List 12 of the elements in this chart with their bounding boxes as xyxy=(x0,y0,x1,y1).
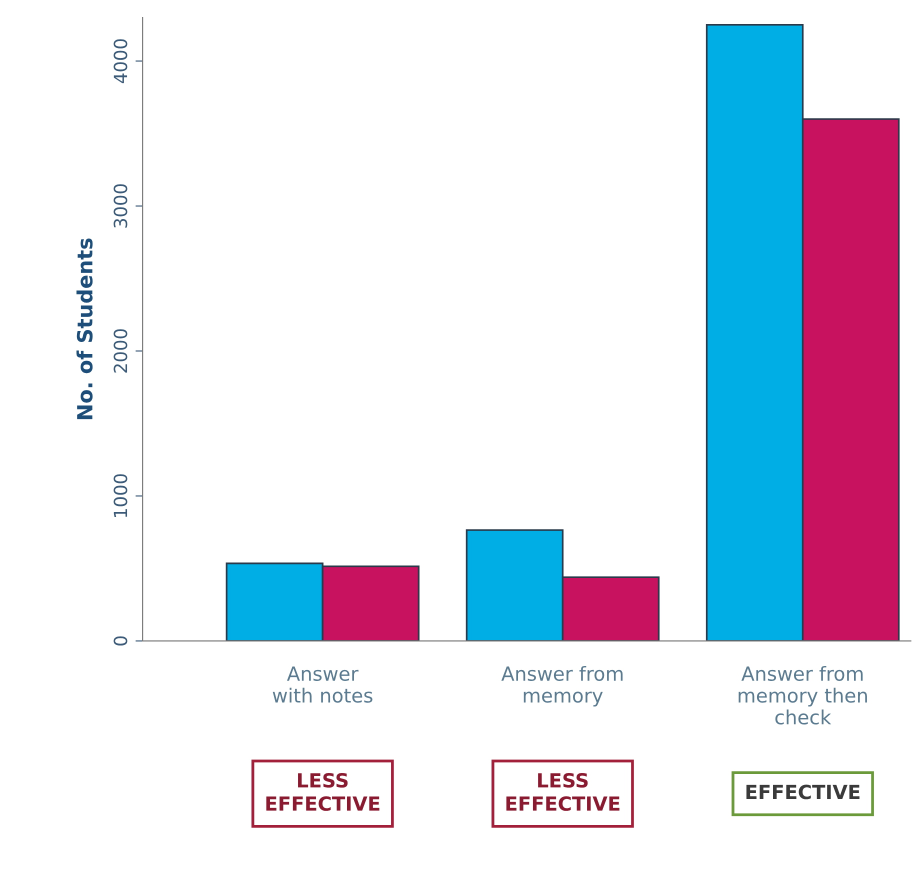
x-tick-label: Answer from memory then check xyxy=(738,666,867,725)
y-tick-label: 0 xyxy=(114,636,128,646)
y-tick-label: 4000 xyxy=(114,39,128,84)
y-tick-label: 3000 xyxy=(114,184,128,228)
text: LESS EFFECTIVE xyxy=(266,772,380,811)
y-tick-label: 1000 xyxy=(114,474,128,517)
x-tick-label: Answer from memory xyxy=(501,666,623,707)
x-tick-label: Answer with notes xyxy=(272,666,372,703)
y-axis-title: No. of Students xyxy=(76,238,93,420)
y-tick-label: 2000 xyxy=(114,329,128,373)
text: LESS EFFECTIVE xyxy=(506,772,620,811)
text: EFFECTIVE xyxy=(746,784,860,800)
